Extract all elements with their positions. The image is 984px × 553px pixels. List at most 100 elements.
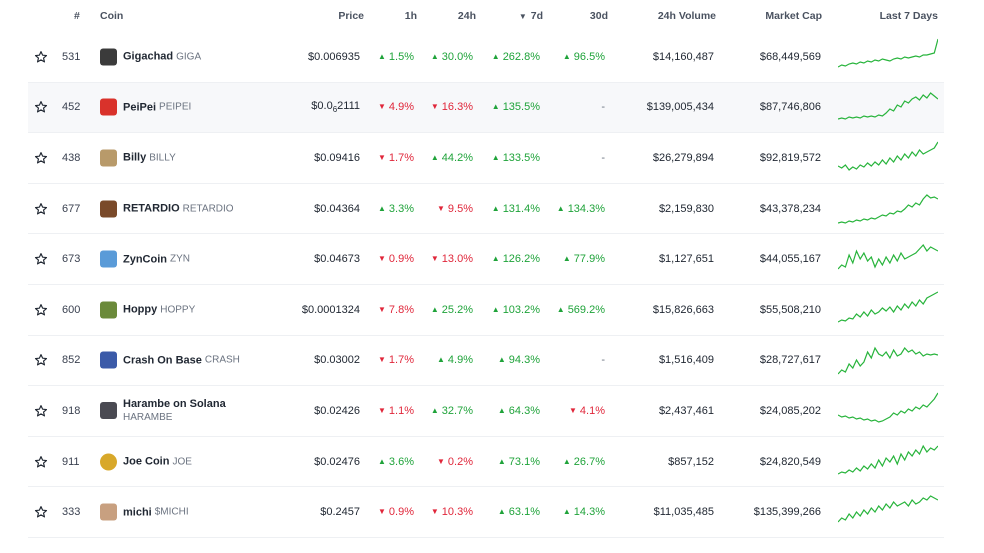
- sparkline-chart: [838, 244, 938, 270]
- header-price[interactable]: Price: [338, 10, 364, 22]
- table-row[interactable]: 452 PeiPei PEIPEI $0.062111 ▼ 4.9% ▼ 16.3% ▲ 135.…: [28, 82, 944, 134]
- table-row[interactable]: 600 Hoppy HOPPY $0.0001324 ▼ 7.8% ▲ 25.2% ▲ 103.2…: [28, 285, 944, 336]
- coin-price: $0.2457: [320, 506, 360, 519]
- change-30d: ▲ 14.3%: [562, 506, 605, 519]
- star-icon[interactable]: [34, 202, 48, 216]
- change-7d: ▲ 64.3%: [497, 404, 540, 417]
- triangle-up-icon: ▲: [491, 203, 500, 213]
- volume-24h: $11,035,485: [653, 506, 714, 519]
- star-icon[interactable]: [34, 151, 48, 165]
- triangle-down-icon: ▼: [378, 355, 386, 365]
- star-icon[interactable]: [34, 505, 48, 519]
- volume-24h: $857,152: [668, 455, 714, 468]
- coin-rank: 673: [62, 253, 81, 266]
- table-row[interactable]: 911 Joe Coin JOE $0.02476 ▲ 3.6% ▼ 0.2% ▲ 73.1% ▲ 2…: [28, 437, 944, 488]
- sparkline-line: [838, 38, 938, 68]
- change-24h: ▲ 4.9%: [437, 354, 473, 367]
- sparkline-chart: [838, 193, 938, 224]
- table-row[interactable]: 531 Gigachad GIGA $0.006935 ▲ 1.5% ▲ 30.0% ▲ 262.…: [28, 32, 944, 83]
- star-icon[interactable]: [34, 303, 48, 317]
- table-row[interactable]: 333 michi $MICHI $0.2457 ▼ 0.9% ▼ 10.3% ▲ 63.1% ▲ 1…: [28, 487, 944, 538]
- triangle-up-icon: ▲: [491, 51, 500, 61]
- market-cap: $92,819,572: [759, 151, 821, 164]
- star-icon[interactable]: [34, 404, 48, 418]
- triangle-up-icon: ▲: [562, 507, 571, 517]
- sparkline-chart: [838, 346, 938, 375]
- coin-link[interactable]: Harambe on Solana HARAMBE: [100, 397, 226, 425]
- triangle-up-icon: ▲: [562, 456, 571, 466]
- star-icon[interactable]: [34, 252, 48, 266]
- coin-link[interactable]: ZynCoin ZYN: [100, 250, 190, 268]
- star-icon[interactable]: [34, 100, 48, 114]
- change-24h: ▼ 9.5%: [437, 202, 473, 215]
- header-1h[interactable]: 1h: [404, 10, 417, 22]
- coin-name: Gigachad: [123, 50, 174, 63]
- coin-rank: 452: [62, 101, 81, 114]
- coin-price: $0.09416: [314, 151, 360, 164]
- star-icon[interactable]: [34, 455, 48, 469]
- header-market-cap[interactable]: Market Cap: [765, 10, 822, 22]
- coin-price: $0.062111: [311, 100, 360, 115]
- triangle-up-icon: ▲: [491, 254, 500, 264]
- triangle-down-icon: ▼: [378, 254, 386, 264]
- change-1h: ▼ 7.8%: [378, 303, 414, 316]
- sparkline-line: [838, 392, 938, 423]
- header-coin[interactable]: Coin: [100, 10, 124, 22]
- header-30d[interactable]: 30d: [589, 10, 608, 22]
- table-row[interactable]: 673 ZynCoin ZYN $0.04673 ▼ 0.9% ▼ 13.0% ▲ 126.2% ▲…: [28, 234, 944, 285]
- coin-link[interactable]: michi $MICHI: [100, 503, 189, 521]
- coin-link[interactable]: RETARDIO RETARDIO: [100, 200, 234, 218]
- triangle-down-icon: ▼: [430, 254, 439, 264]
- header-7d-label: 7d: [530, 10, 543, 22]
- header-24h[interactable]: 24h: [457, 10, 476, 22]
- coin-link[interactable]: Gigachad GIGA: [100, 48, 201, 66]
- change-24h: ▼ 10.3%: [430, 506, 473, 519]
- triangle-down-icon: ▼: [378, 102, 386, 112]
- coin-rank: 677: [62, 202, 81, 215]
- coin-link[interactable]: PeiPei PEIPEI: [100, 98, 191, 116]
- change-7d: ▲ 262.8%: [491, 50, 540, 63]
- star-icon[interactable]: [34, 353, 48, 367]
- table-row[interactable]: 438 Billy BILLY $0.09416 ▼ 1.7% ▲ 44.2% ▲ 133.5% -…: [28, 133, 944, 184]
- market-cap: $135,399,266: [753, 506, 821, 519]
- triangle-down-icon: ▼: [569, 405, 577, 415]
- coin-price: $0.02426: [314, 404, 360, 417]
- change-30d: ▼ 4.1%: [569, 404, 605, 417]
- star-icon[interactable]: [34, 50, 48, 64]
- coin-logo: [100, 48, 117, 66]
- coin-name: PeiPei: [123, 101, 157, 114]
- coin-rank: 438: [62, 151, 81, 164]
- header-rank[interactable]: #: [74, 10, 80, 22]
- sparkline-chart: [838, 38, 938, 68]
- market-cap: $44,055,167: [759, 253, 821, 266]
- coin-name: Joe Coin: [123, 455, 170, 468]
- triangle-down-icon: ▼: [437, 203, 445, 213]
- sparkline-chart: [838, 291, 938, 323]
- market-cap: $43,378,234: [759, 202, 821, 215]
- header-volume[interactable]: 24h Volume: [657, 10, 716, 22]
- coin-link[interactable]: Joe Coin JOE: [100, 453, 192, 471]
- change-1h: ▼ 0.9%: [378, 506, 414, 519]
- coin-link[interactable]: Crash On Base CRASH: [100, 351, 240, 369]
- change-1h: ▲ 3.3%: [378, 202, 414, 215]
- market-cap: $24,820,549: [759, 455, 821, 468]
- coin-link[interactable]: Billy BILLY: [100, 149, 176, 167]
- header-7d[interactable]: ▼ 7d: [519, 10, 543, 22]
- triangle-up-icon: ▲: [491, 152, 500, 162]
- table-row[interactable]: 918 Harambe on Solana HARAMBE $0.02426 ▼ 1.1%…: [28, 386, 944, 437]
- volume-24h: $1,127,651: [658, 253, 714, 266]
- change-24h: ▲ 32.7%: [430, 404, 473, 417]
- coin-link[interactable]: Hoppy HOPPY: [100, 301, 195, 319]
- change-30d: ▲ 26.7%: [562, 455, 605, 468]
- table-row[interactable]: 677 RETARDIO RETARDIO $0.04364 ▲ 3.3% ▼ 9.5% ▲ 13…: [28, 184, 944, 235]
- triangle-down-icon: ▼: [430, 507, 439, 517]
- coin-label: Harambe on Solana HARAMBE: [123, 397, 226, 425]
- triangle-up-icon: ▲: [430, 51, 439, 61]
- coin-logo: [100, 503, 117, 521]
- sparkline-line: [838, 291, 938, 323]
- triangle-up-icon: ▲: [491, 304, 500, 314]
- table-row[interactable]: 852 Crash On Base CRASH $0.03002 ▼ 1.7% ▲ 4.9% ▲…: [28, 336, 944, 387]
- coin-symbol: RETARDIO: [182, 203, 234, 215]
- sparkline-line: [838, 444, 938, 475]
- coin-price: $0.04364: [314, 202, 360, 215]
